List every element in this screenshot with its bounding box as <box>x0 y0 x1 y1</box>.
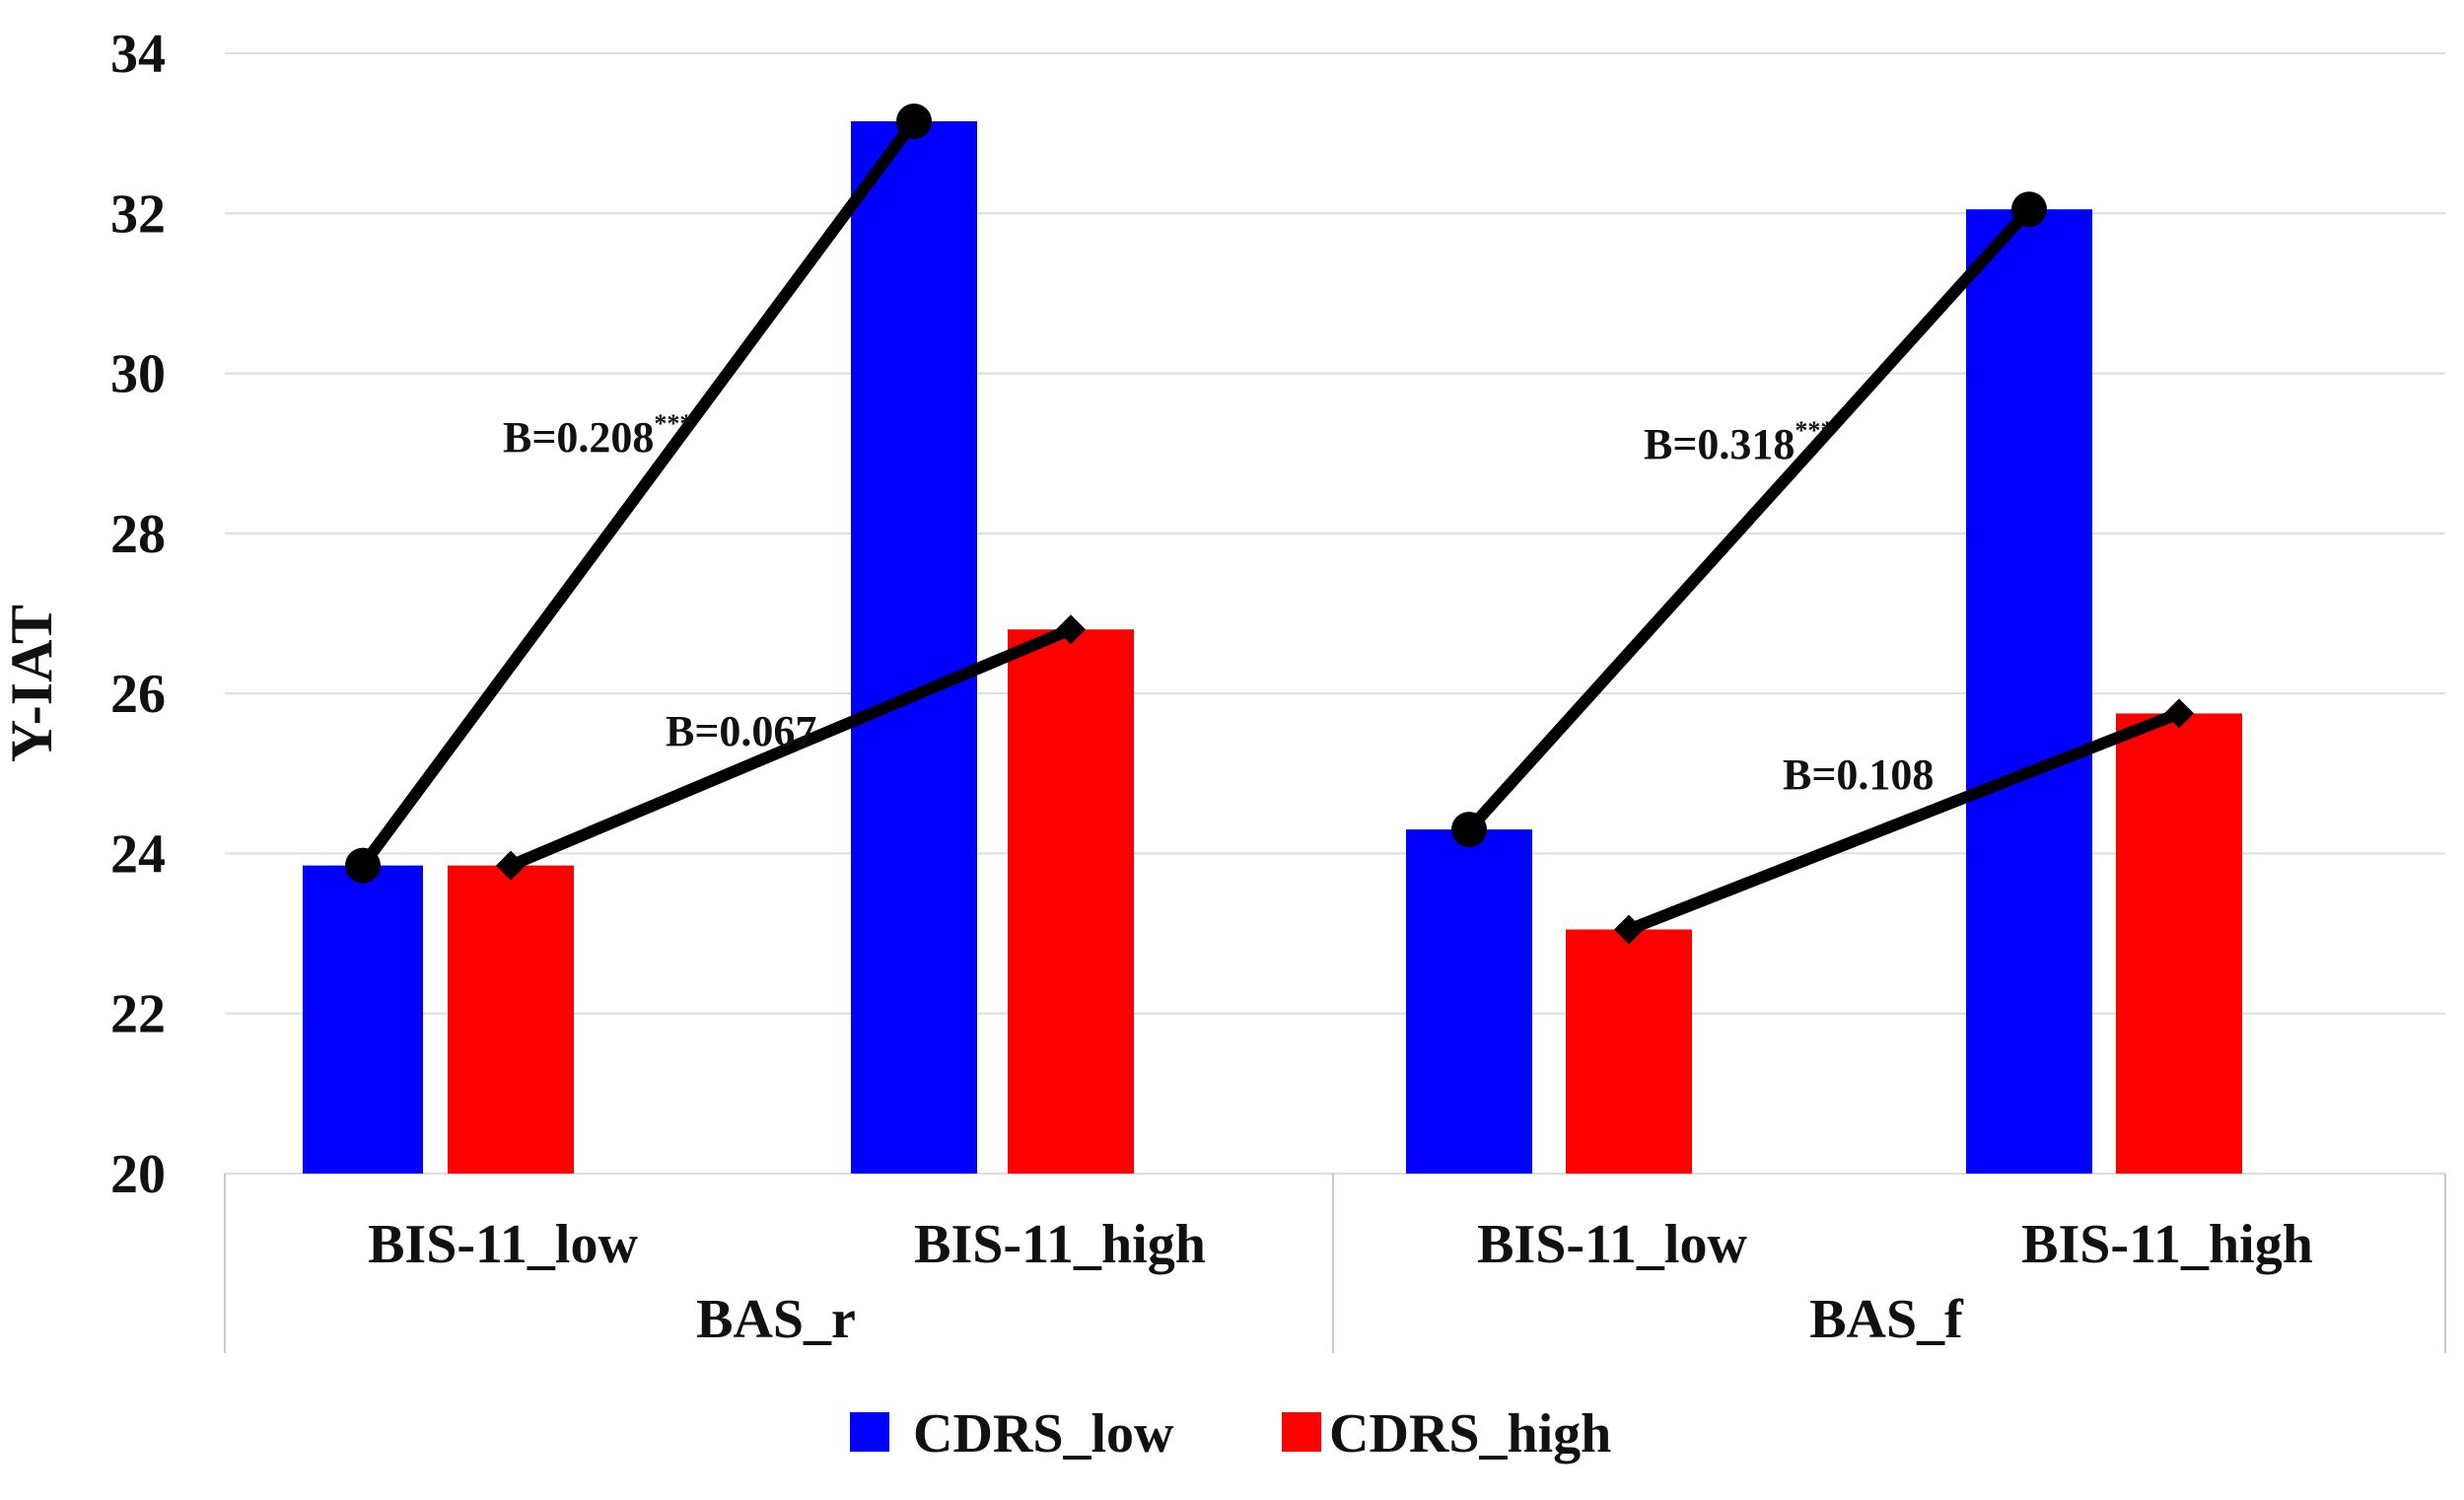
legend-label: CDRS_high <box>1329 1403 1611 1464</box>
bar-CDRS_low-BAS_r-BIS-11_high <box>851 120 977 1174</box>
slope-line <box>1623 707 2185 936</box>
legend: CDRS_low CDRS_high <box>850 1403 1611 1464</box>
bars <box>303 120 2242 1174</box>
legend-swatch <box>850 1412 889 1452</box>
x-category-label: BIS-11_low <box>1477 1214 1747 1275</box>
slope-marker <box>1451 812 1487 848</box>
bar-CDRS_high-BAS_r-BIS-11_high <box>1008 629 1134 1174</box>
bar-CDRS_low-BAS_f-BIS-11_low <box>1406 829 1532 1174</box>
y-axis-ticks: 20 22 24 26 28 30 32 34 <box>110 24 166 1205</box>
x-category-label: BIS-11_low <box>368 1214 638 1275</box>
slope-marker <box>345 847 381 884</box>
slope-line <box>357 114 920 872</box>
x-category-label: BIS-11_high <box>914 1214 1206 1275</box>
y-tick-label: 26 <box>110 664 166 725</box>
slope-marker <box>1056 614 1086 645</box>
slope-annotation: B=0.318*** <box>1644 416 1833 468</box>
category-separators <box>224 1174 2446 1353</box>
bar-CDRS_low-BAS_f-BIS-11_high <box>1966 209 2092 1174</box>
y-tick-label: 34 <box>110 24 166 85</box>
y-tick-label: 22 <box>110 984 166 1045</box>
y-tick-label: 32 <box>110 183 166 245</box>
slope-line <box>1463 203 2035 836</box>
slope-annotation: B=0.208*** <box>503 409 692 462</box>
slope-line <box>505 623 1077 872</box>
y-tick-label: 28 <box>110 504 166 565</box>
x-category-label: BIS-11_high <box>2021 1214 2313 1275</box>
slope-marker <box>1614 914 1644 945</box>
gridlines <box>225 52 2445 1175</box>
slope-marker <box>896 103 932 139</box>
slope-annotations: B=0.208*** B=0.067 B=0.318*** B=0.108 <box>503 409 1934 799</box>
slope-marker <box>2164 698 2194 729</box>
y-axis-title: Y-IAT <box>0 605 64 762</box>
slope-marker <box>2011 191 2047 228</box>
bar-CDRS_high-BAS_f-BIS-11_high <box>2116 713 2242 1174</box>
y-tick-label: 20 <box>110 1144 166 1205</box>
x-group-label: BAS_f <box>1809 1289 1964 1350</box>
legend-label: CDRS_low <box>913 1403 1174 1464</box>
bar-CDRS_high-BAS_f-BIS-11_low <box>1566 929 1692 1174</box>
x-group-label: BAS_r <box>696 1289 856 1350</box>
slope-annotation: B=0.067 <box>666 707 816 755</box>
slope-lines <box>345 103 2194 945</box>
x-axis-labels: BIS-11_low BIS-11_high BAS_r BIS-11_low BIS-… <box>368 1214 2313 1350</box>
y-tick-label: 30 <box>110 344 166 405</box>
bar-CDRS_high-BAS_r-BIS-11_low <box>448 865 574 1174</box>
legend-swatch <box>1282 1412 1321 1452</box>
slope-annotation: B=0.108 <box>1783 750 1934 799</box>
slope-marker <box>496 850 526 881</box>
y-tick-label: 24 <box>110 823 166 885</box>
bar-CDRS_low-BAS_r-BIS-11_low <box>303 865 423 1174</box>
